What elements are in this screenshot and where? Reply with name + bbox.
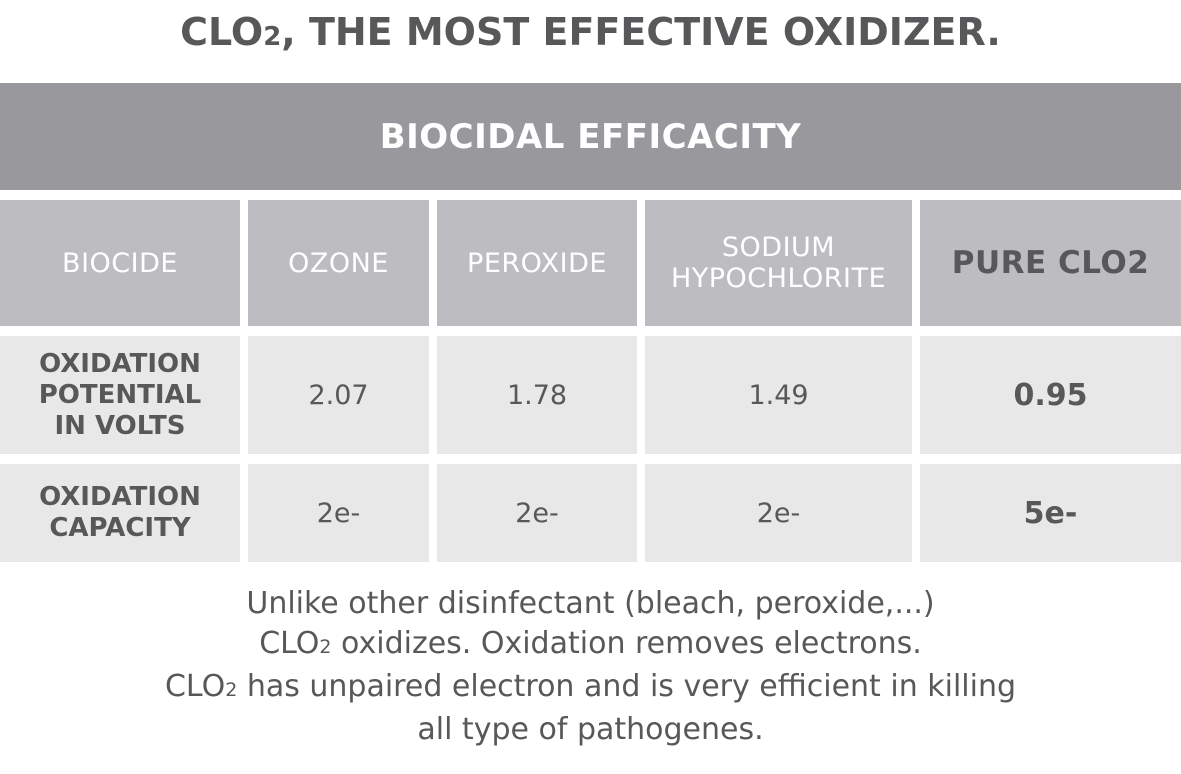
title-prefix: CLO [180,10,264,54]
cell-potential-ozone: 2.07 [248,336,429,454]
header-sodium-line1: SODIUM [721,232,836,263]
row-label-oxidation-capacity: OXIDATION CAPACITY [0,464,240,562]
title-suffix: , THE MOST EFFECTIVE OXIDIZER. [281,10,1001,54]
header-clo2-label: PURE CLO2 [951,244,1150,281]
row-potential-line3: IN VOLTS [54,410,186,441]
footer-line-3-subscript: 2 [225,679,238,701]
footer-line-1: Unlike other disinfectant (bleach, perox… [246,586,935,621]
cell-capacity-peroxide: 2e- [437,464,637,562]
footer-line-3: CLO2 has unpaired electron and is very e… [0,667,1181,710]
header-pure-clo2: PURE CLO2 [920,200,1181,326]
table-banner: BIOCIDAL EFFICACITY [0,83,1181,190]
header-peroxide: PEROXIDE [437,200,637,326]
title-subscript: 2 [263,22,282,52]
row-potential-line1: OXIDATION [39,348,201,379]
row-potential-line2: POTENTIAL [38,379,202,410]
footer-description: Unlike other disinfectant (bleach, perox… [0,584,1181,750]
footer-line-4: all type of pathogenes. [417,712,764,747]
cell-capacity-ozone: 2e- [248,464,429,562]
cell-potential-clo2: 0.95 [920,336,1181,454]
row-capacity-line2: CAPACITY [49,513,191,543]
footer-line-2-subscript: 2 [319,636,332,658]
header-peroxide-label: PEROXIDE [467,247,607,279]
footer-line-2-prefix: CLO [259,626,320,661]
header-sodium-line2: HYPOCHLORITE [670,263,887,294]
header-sodium-hypochlorite: SODIUM HYPOCHLORITE [645,200,912,326]
row-label-oxidation-potential: OXIDATION POTENTIAL IN VOLTS [0,336,240,454]
footer-line-2: CLO2 oxidizes. Oxidation removes electro… [0,624,1181,667]
footer-line-3-prefix: CLO [164,669,226,704]
page-title: CLO2, THE MOST EFFECTIVE OXIDIZER. [0,2,1181,67]
footer-line-3-suffix: has unpaired electron and is very effici… [237,669,1017,704]
cell-potential-peroxide: 1.78 [437,336,637,454]
cell-capacity-sodium: 2e- [645,464,912,562]
header-ozone: OZONE [248,200,429,326]
header-biocide-label: BIOCIDE [62,247,178,279]
header-biocide: BIOCIDE [0,200,240,326]
footer-line-2-suffix: oxidizes. Oxidation removes electrons. [331,626,922,661]
header-ozone-label: OZONE [288,247,389,279]
cell-capacity-clo2: 5e- [920,464,1181,562]
cell-potential-sodium: 1.49 [645,336,912,454]
row-capacity-line1: OXIDATION [39,482,201,512]
